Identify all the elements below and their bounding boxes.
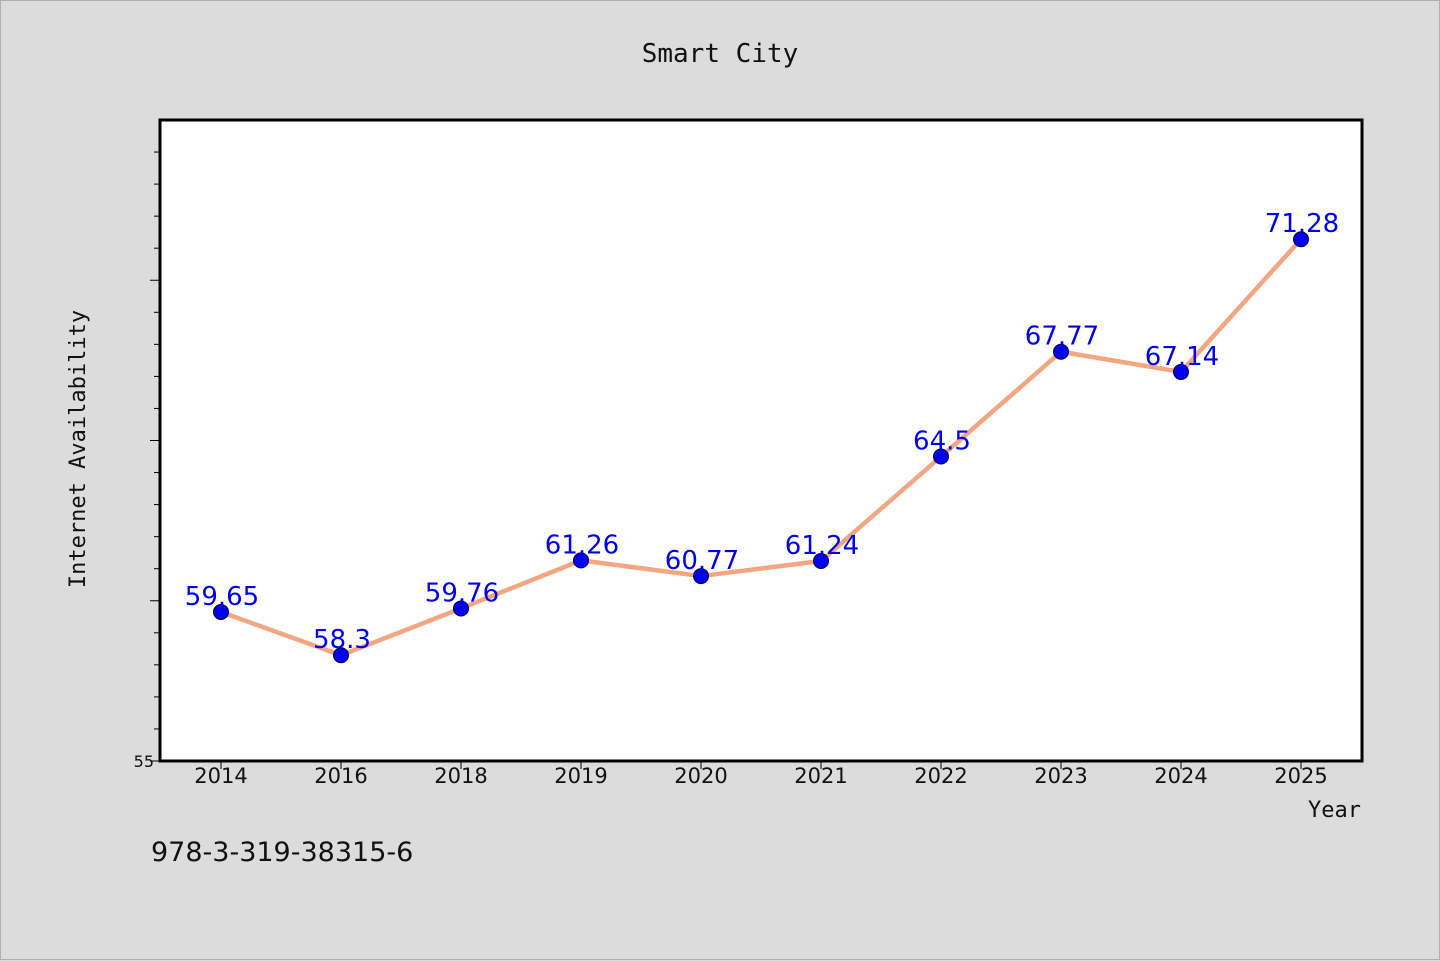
x-tick-label: 2016 (314, 764, 367, 788)
isbn-footnote: 978-3-319-38315-6 (151, 837, 414, 868)
data-label: 67.14 (1145, 342, 1219, 372)
x-tick-label: 2022 (914, 764, 967, 788)
chart-title: Smart City (642, 39, 799, 69)
x-tick-label: 2019 (554, 764, 607, 788)
plot-area (158, 118, 1364, 763)
data-point (1293, 231, 1309, 248)
data-labels: 59.65 58.3 59.76 61.26 60.77 61.24 64.5 67.77 67… (185, 209, 1339, 655)
y-tick-label: 55 (134, 752, 154, 771)
data-point (453, 600, 469, 617)
data-point (333, 647, 349, 664)
data-label: 61.24 (785, 531, 859, 561)
data-label: 67.77 (1025, 322, 1099, 352)
series-line-group (220, 237, 1303, 658)
data-point (573, 552, 589, 569)
data-label: 59.65 (185, 582, 259, 612)
x-tick-label: 2020 (674, 764, 727, 788)
data-point (693, 568, 709, 585)
data-label: 64.5 (913, 427, 971, 457)
x-tick-label: 2025 (1274, 764, 1327, 788)
series-line (220, 237, 1303, 658)
x-tick-label: 2024 (1154, 764, 1207, 788)
data-markers (213, 231, 1309, 664)
data-point (933, 448, 949, 465)
data-point (1053, 343, 1069, 360)
data-label: 61.26 (545, 530, 619, 560)
data-label: 59.76 (425, 578, 499, 608)
data-label: 60.77 (665, 546, 739, 576)
y-axis-label: Internet Availability (66, 310, 91, 588)
x-tick-label: 2018 (434, 764, 487, 788)
data-label: 58.3 (313, 625, 371, 655)
data-point (1173, 363, 1189, 380)
data-label: 71.28 (1265, 209, 1339, 239)
x-axis-label: Year (1308, 798, 1361, 823)
x-tick-label: 2021 (794, 764, 847, 788)
data-point (813, 553, 829, 570)
data-point (213, 603, 229, 620)
x-tick-label: 2023 (1034, 764, 1087, 788)
x-tick-label: 2014 (194, 764, 247, 788)
x-axis-ticks: 2014 2016 2018 2019 2020 2021 2022 2023 2024 2025 (194, 761, 1328, 788)
y-axis-ticks: 55 (134, 151, 160, 771)
